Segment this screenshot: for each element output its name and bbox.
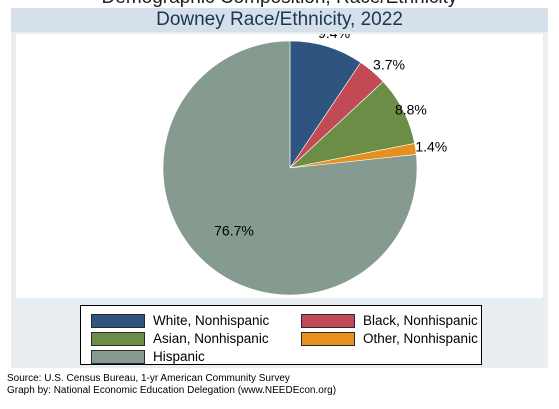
legend-swatch-hispanic — [91, 350, 145, 364]
graph-by-line: Graph by: National Economic Education De… — [7, 384, 337, 396]
legend-swatch-white — [91, 314, 145, 328]
pie-slices — [162, 40, 418, 296]
chart-title: Downey Race/Ethnicity, 2022 — [156, 9, 403, 30]
pie-label-3: 8.8% — [395, 102, 427, 118]
chart-title-bar: Downey Race/Ethnicity, 2022 — [11, 8, 548, 32]
source-note: Source: U.S. Census Bureau, 1-yr America… — [7, 373, 336, 396]
legend-label-white: White, Nonhispanic — [153, 313, 270, 328]
legend-swatch-black — [301, 314, 355, 328]
pie-label-2: 3.7% — [373, 57, 405, 73]
source-line: Source: U.S. Census Bureau, 1-yr America… — [7, 373, 290, 384]
pie-label-4: 1.4% — [415, 138, 447, 154]
pie-label-5: 76.7% — [214, 222, 254, 238]
legend-label-asian: Asian, Nonhispanic — [153, 331, 269, 346]
legend-label-hispanic: Hispanic — [153, 349, 205, 364]
cut-off-top-text: Demographic Composition, Race/Ethnicity — [0, 0, 559, 8]
legend-label-black: Black, Nonhispanic — [363, 313, 478, 328]
plot-area: 9.4% 3.7% 8.8% 1.4% 76.7% — [16, 25, 543, 298]
legend-swatch-other — [301, 332, 355, 346]
pie-chart: 9.4% 3.7% 8.8% 1.4% 76.7% — [162, 25, 447, 296]
pie-label-1: 9.4% — [318, 34, 350, 41]
pie-slice-hispanic — [162, 40, 418, 296]
chart-legend: White, Nonhispanic Black, Nonhispanic As… — [80, 305, 482, 365]
legend-swatch-asian — [91, 332, 145, 346]
cut-off-top-text-line: Demographic Composition, Race/Ethnicity — [0, 0, 559, 8]
legend-label-other: Other, Nonhispanic — [363, 331, 478, 346]
